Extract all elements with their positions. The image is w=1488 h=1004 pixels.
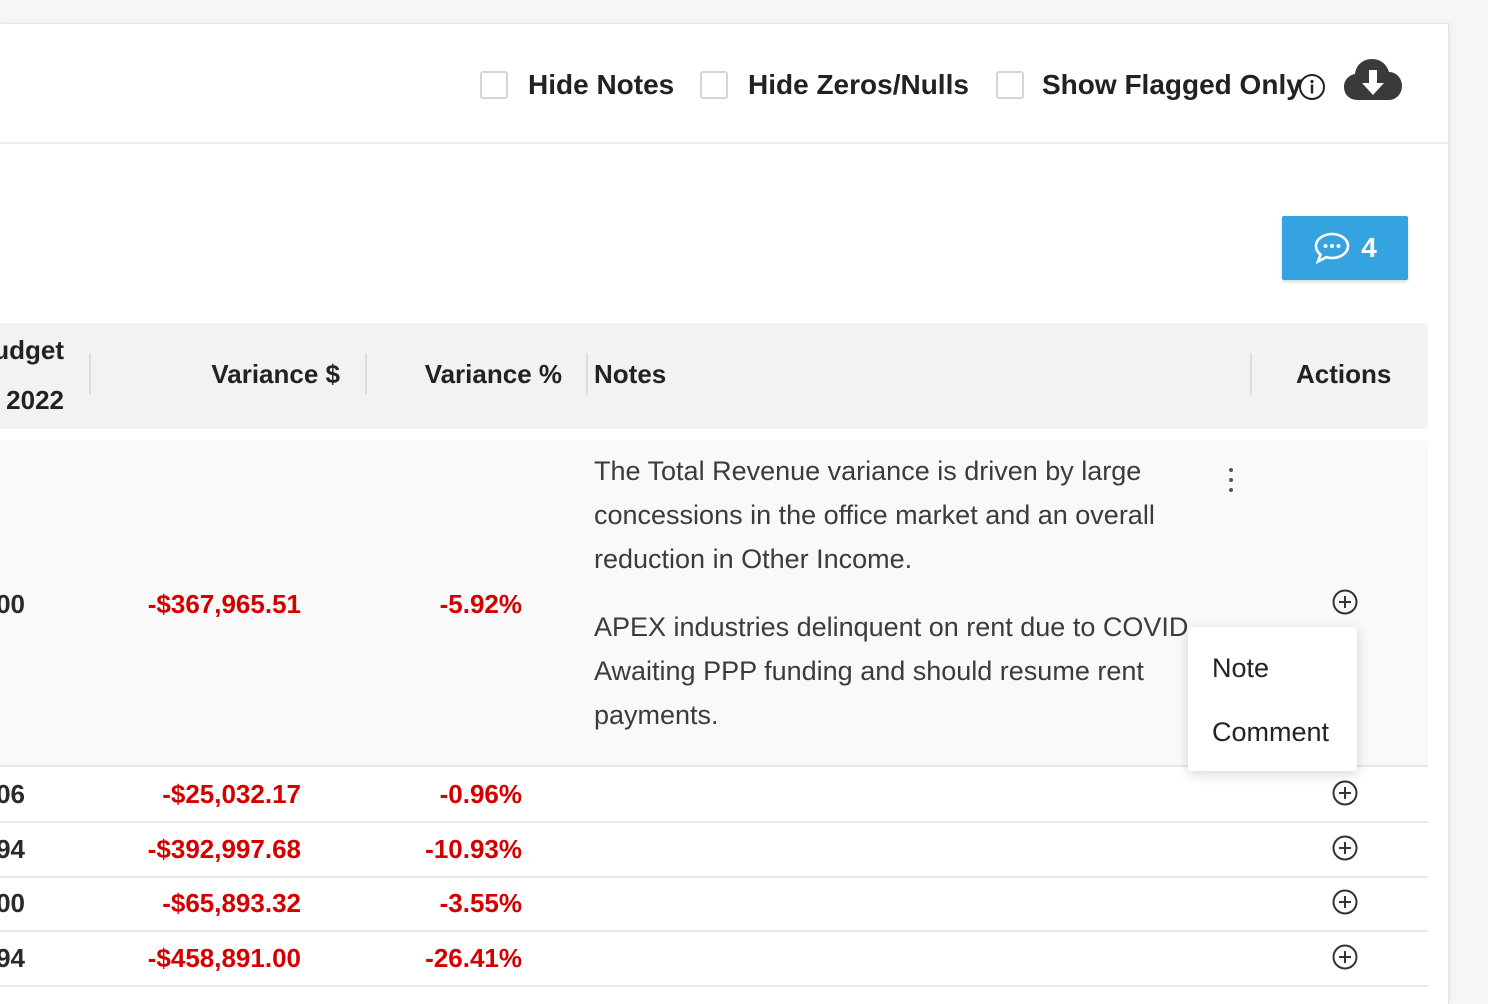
note-line: Awaiting PPP funding and should resume r… <box>594 649 1204 693</box>
hide-zeros-label: Hide Zeros/Nulls <box>748 69 969 101</box>
kebab-menu-icon[interactable] <box>1222 466 1240 494</box>
column-divider[interactable] <box>1250 353 1252 395</box>
budget-cell: ,291.94 <box>0 834 25 865</box>
note-line: The Total Revenue variance is driven by … <box>594 449 1204 493</box>
variance-dollar-cell: -$65,893.32 <box>162 888 301 919</box>
budget-cell: ,659.94 <box>0 943 25 974</box>
variance-dollar-cell: -$367,965.51 <box>148 589 301 620</box>
variance-pct-cell: -26.41% <box>425 943 522 974</box>
note-line: concessions in the office market and an … <box>594 493 1204 537</box>
toolbar: Hide Notes Hide Zeros/Nulls Show Flagged… <box>0 24 1448 144</box>
menu-item-note[interactable]: Note <box>1212 653 1269 684</box>
hide-zeros-checkbox[interactable] <box>700 71 728 99</box>
add-circle-icon[interactable] <box>1331 588 1359 616</box>
variance-pct-cell: -3.55% <box>440 888 522 919</box>
variance-pct-cell: -10.93% <box>425 834 522 865</box>
budget-cell: ,572.00 <box>0 589 25 620</box>
show-flagged-label: Show Flagged Only <box>1042 69 1302 101</box>
header-budget-line1: budget <box>0 335 64 366</box>
header-variance-dollar[interactable]: Variance $ <box>211 359 340 390</box>
variance-dollar-cell: -$458,891.00 <box>148 943 301 974</box>
header-budget-line2: or 2022 <box>0 385 64 416</box>
table-header: budget or 2022 Variance $ Variance % Not… <box>0 323 1428 429</box>
add-circle-icon[interactable] <box>1331 888 1359 916</box>
header-variance-pct[interactable]: Variance % <box>425 359 562 390</box>
hide-zeros-option[interactable]: Hide Zeros/Nulls <box>700 69 969 101</box>
header-actions: Actions <box>1296 359 1391 390</box>
show-flagged-option[interactable]: Show Flagged Only <box>996 69 1302 101</box>
report-panel: Hide Notes Hide Zeros/Nulls Show Flagged… <box>0 23 1449 1004</box>
cloud-download-icon[interactable] <box>1344 58 1402 102</box>
comments-button[interactable]: 4 <box>1282 216 1408 280</box>
comment-bubble-icon <box>1313 232 1351 264</box>
variance-dollar-cell: -$25,032.17 <box>162 779 301 810</box>
column-divider[interactable] <box>89 353 91 395</box>
comments-count: 4 <box>1361 232 1377 264</box>
hide-notes-checkbox[interactable] <box>480 71 508 99</box>
note-line: payments. <box>594 693 1204 737</box>
info-icon[interactable] <box>1298 73 1326 101</box>
table-row: ,659.94 -$458,891.00 -26.41% <box>0 931 1428 987</box>
column-divider[interactable] <box>365 353 367 395</box>
variance-pct-cell: -5.92% <box>440 589 522 620</box>
hide-notes-option[interactable]: Hide Notes <box>480 69 674 101</box>
table-row: ,280.06 -$25,032.17 -0.96% <box>0 767 1428 823</box>
menu-item-comment[interactable]: Comment <box>1212 717 1329 748</box>
table-row: ,291.94 -$392,997.68 -10.93% <box>0 822 1428 878</box>
column-divider[interactable] <box>586 353 588 395</box>
budget-cell: ,632.00 <box>0 888 25 919</box>
variance-pct-cell: -0.96% <box>440 779 522 810</box>
note-line: reduction in Other Income. <box>594 537 1204 581</box>
add-circle-icon[interactable] <box>1331 779 1359 807</box>
add-context-menu: Note Comment <box>1188 627 1357 771</box>
add-circle-icon[interactable] <box>1331 943 1359 971</box>
budget-cell: ,280.06 <box>0 779 25 810</box>
variance-dollar-cell: -$392,997.68 <box>148 834 301 865</box>
hide-notes-label: Hide Notes <box>528 69 674 101</box>
add-circle-icon[interactable] <box>1331 834 1359 862</box>
show-flagged-checkbox[interactable] <box>996 71 1024 99</box>
header-notes: Notes <box>594 359 666 390</box>
table-row: ,632.00 -$65,893.32 -3.55% <box>0 876 1428 932</box>
note-line: APEX industries delinquent on rent due t… <box>594 605 1204 649</box>
